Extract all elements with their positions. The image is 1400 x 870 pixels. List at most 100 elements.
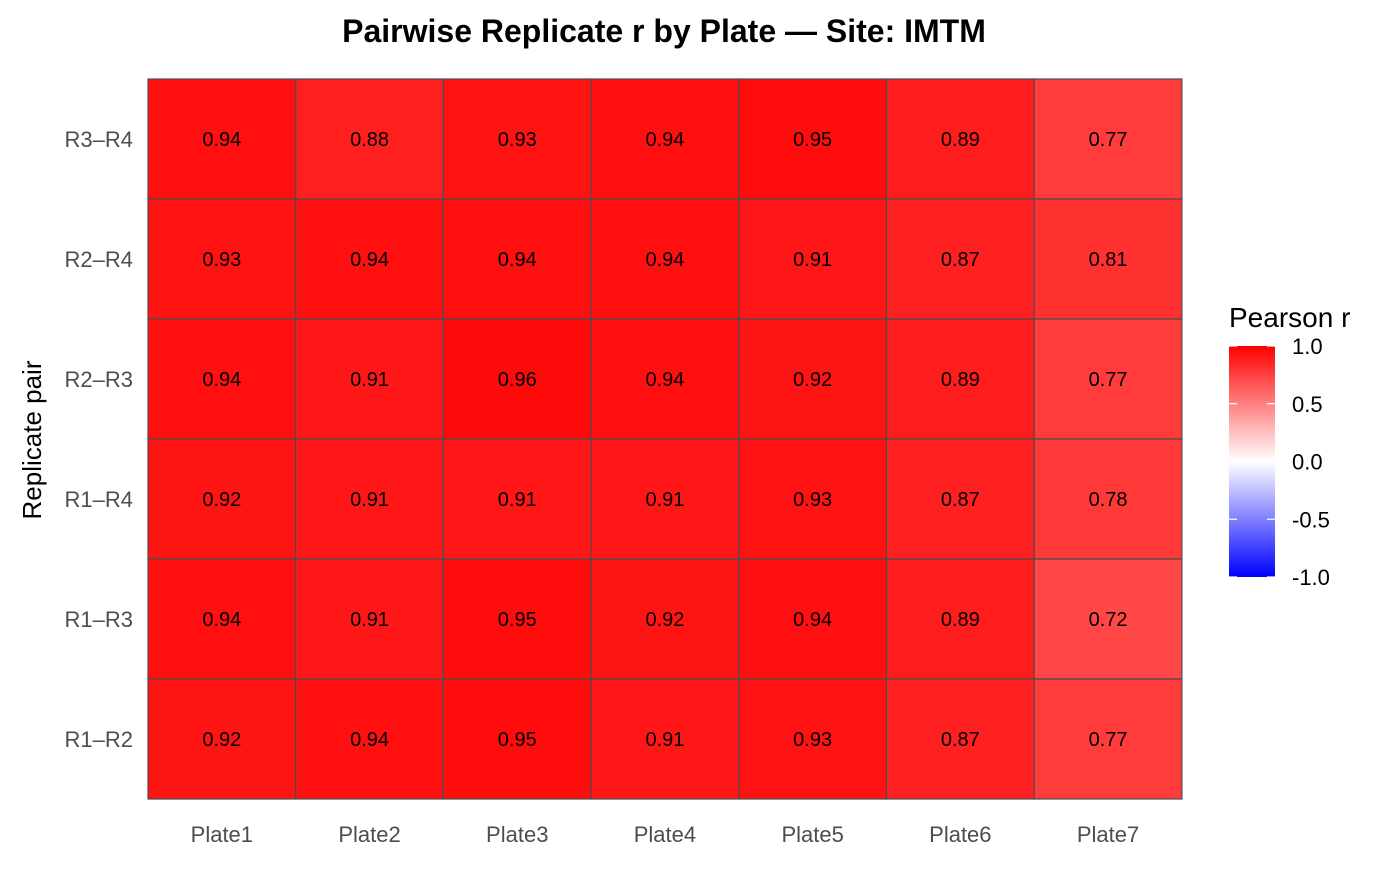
heatmap-cell [295,78,445,200]
legend-ticks: 1.0 0.5 0.0 -0.5 -1.0 [1229,334,1330,590]
cell-value-label: 0.95 [498,609,537,631]
heatmap-cell [147,558,297,680]
heatmap-cell [590,78,740,200]
cell-value-label: 0.91 [350,489,389,511]
heatmap-cell [1033,318,1183,440]
cell-value-label: 0.95 [793,129,832,151]
x-tick-label: Plate2 [338,822,400,847]
cell-value-label: 0.77 [1089,369,1128,391]
heatmap-cell [442,678,592,800]
heatmap-cell [885,78,1035,200]
cell-value-label: 0.91 [350,609,389,631]
legend-title: Pearson r [1229,302,1350,333]
heatmap-cell-labels: 0.94 0.88 0.93 0.94 0.95 0.89 0.77 0.93 0.94 0.94… [202,129,1127,751]
cell-value-label: 0.81 [1089,249,1128,271]
y-tick-label: R2–R4 [65,247,133,272]
cell-value-label: 0.96 [498,369,537,391]
cell-value-label: 0.94 [202,609,241,631]
cell-value-label: 0.93 [793,489,832,511]
heatmap-cell [147,198,297,320]
cell-value-label: 0.77 [1089,729,1128,751]
cell-value-label: 0.78 [1089,489,1128,511]
cell-value-label: 0.94 [498,249,537,271]
heatmap-cell [1033,558,1183,680]
heatmap-cells [147,78,1183,800]
heatmap-cell [295,438,445,560]
cell-value-label: 0.77 [1089,129,1128,151]
cell-value-label: 0.91 [793,249,832,271]
cell-value-label: 0.94 [350,249,389,271]
x-tick-label: Plate4 [634,822,696,847]
cell-value-label: 0.88 [350,129,389,151]
cell-value-label: 0.93 [793,729,832,751]
chart-title: Pairwise Replicate r by Plate — Site: IM… [342,13,986,49]
heatmap-cell [147,438,297,560]
cell-value-label: 0.87 [941,729,980,751]
legend-tick-label: 1.0 [1292,334,1323,359]
heatmap-cell [590,438,740,560]
x-tick-label: Plate3 [486,822,548,847]
heatmap-cell [1033,438,1183,560]
cell-value-label: 0.87 [941,249,980,271]
heatmap-cell [885,318,1035,440]
cell-value-label: 0.89 [941,369,980,391]
heatmap-cell [147,318,297,440]
heatmap-cell [738,318,888,440]
x-tick-label: Plate1 [191,822,253,847]
cell-value-label: 0.94 [645,129,684,151]
y-tick-label: R1–R4 [65,487,133,512]
cell-value-label: 0.94 [202,369,241,391]
heatmap-cell [885,198,1035,320]
cell-value-label: 0.94 [350,729,389,751]
cell-value-label: 0.95 [498,729,537,751]
heatmap-cell [442,318,592,440]
y-tick-label: R3–R4 [65,127,133,152]
cell-value-label: 0.94 [645,369,684,391]
legend-tick-label: 0.5 [1292,392,1323,417]
cell-value-label: 0.92 [202,729,241,751]
cell-value-label: 0.94 [645,249,684,271]
cell-value-label: 0.89 [941,609,980,631]
cell-value-label: 0.92 [202,489,241,511]
heatmap-cell [295,318,445,440]
x-axis-tick-labels: Plate1 Plate2 Plate3 Plate4 Plate5 Plate6 Plat… [191,822,1140,847]
heatmap-cell [590,318,740,440]
cell-value-label: 0.93 [498,129,537,151]
heatmap-cell [1033,198,1183,320]
cell-value-label: 0.91 [645,489,684,511]
heatmap-cell [442,78,592,200]
heatmap-cell [1033,678,1183,800]
heatmap-cell [738,678,888,800]
cell-value-label: 0.92 [645,609,684,631]
heatmap-cell [738,78,888,200]
y-tick-label: R2–R3 [65,367,133,392]
heatmap-cell [738,198,888,320]
cell-value-label: 0.91 [498,489,537,511]
heatmap-cell [147,78,297,200]
cell-value-label: 0.93 [202,249,241,271]
heatmap-cell [885,438,1035,560]
x-tick-label: Plate5 [781,822,843,847]
cell-value-label: 0.91 [645,729,684,751]
y-tick-label: R1–R3 [65,607,133,632]
heatmap-cell [295,678,445,800]
color-legend: Pearson r 1.0 0.5 0.0 -0.5 -1.0 [1229,302,1350,590]
cell-value-label: 0.94 [202,129,241,151]
legend-tick-label: 0.0 [1292,450,1323,475]
heatmap-cell [885,678,1035,800]
legend-tick-label: -1.0 [1292,565,1330,590]
cell-value-label: 0.87 [941,489,980,511]
y-tick-label: R1–R2 [65,727,133,752]
cell-value-label: 0.89 [941,129,980,151]
cell-value-label: 0.94 [793,609,832,631]
legend-tick-label: -0.5 [1292,507,1330,532]
cell-value-label: 0.91 [350,369,389,391]
heatmap-cell [442,198,592,320]
y-axis-tick-labels: R3–R4 R2–R4 R2–R3 R1–R4 R1–R3 R1–R2 [65,127,133,752]
y-axis-title: Replicate pair [17,360,47,519]
heatmap-cell [590,678,740,800]
heatmap-cell [147,678,297,800]
cell-value-label: 0.92 [793,369,832,391]
